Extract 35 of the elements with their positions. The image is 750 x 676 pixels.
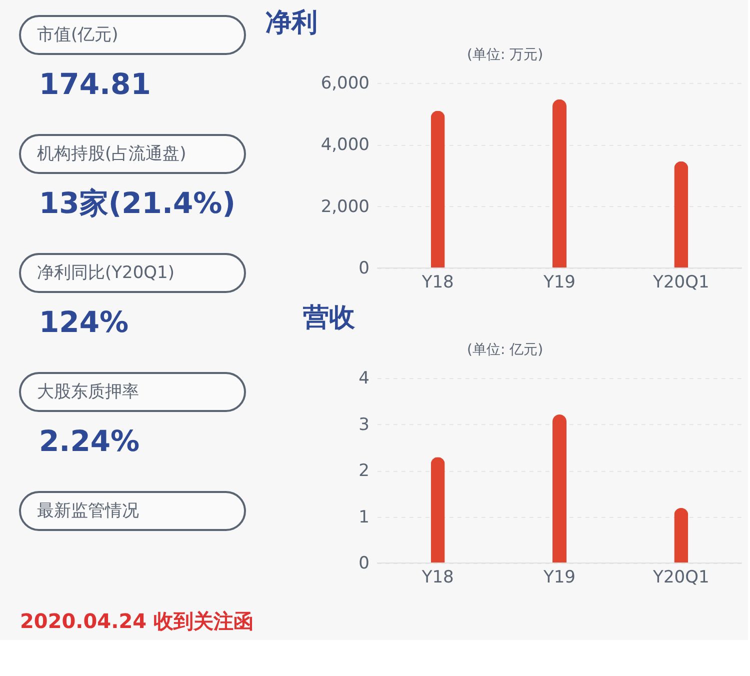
- chart-subtitle: (单位: 亿元): [467, 342, 544, 358]
- y-tick-label: 2: [358, 461, 370, 481]
- text: 市值(亿元): [37, 25, 118, 45]
- text: 净利同比(Y20Q1): [37, 263, 174, 283]
- text: 大股东质押率: [37, 382, 139, 402]
- y-tick-label: 3: [358, 414, 370, 435]
- y-tick-label: 1: [358, 507, 370, 528]
- bar: [430, 457, 445, 563]
- chart-title: 净利: [265, 8, 318, 38]
- x-tick-label: Y18: [420, 568, 454, 588]
- y-tick-label: 0: [358, 258, 370, 278]
- text: 2.24%: [39, 424, 140, 458]
- x-tick-label: Y19: [542, 568, 576, 588]
- text: 机构持股(占流通盘): [37, 144, 186, 164]
- x-tick-label: Y20Q1: [652, 272, 710, 292]
- text: 174.81: [39, 67, 151, 101]
- y-tick-label: 4: [358, 368, 370, 388]
- text: 2020.04.24 收到关注函: [20, 609, 254, 633]
- y-tick-label: 0: [358, 554, 370, 574]
- chart-title: 营收: [302, 303, 356, 333]
- bar: [552, 99, 566, 268]
- chart-subtitle: (单位: 万元): [467, 47, 544, 63]
- x-tick-label: Y18: [420, 272, 454, 292]
- text: 124%: [39, 305, 129, 339]
- bar: [552, 414, 566, 563]
- bar: [674, 508, 688, 563]
- x-tick-label: Y19: [542, 272, 576, 292]
- bar: [430, 110, 445, 268]
- text: 13家(21.4%): [39, 186, 236, 220]
- x-tick-label: Y20Q1: [652, 568, 710, 588]
- bar: [674, 161, 688, 268]
- y-tick-label: 6,000: [320, 74, 370, 94]
- y-tick-label: 4,000: [320, 135, 370, 156]
- y-tick-label: 2,000: [320, 196, 370, 217]
- text: 最新监管情况: [37, 501, 139, 521]
